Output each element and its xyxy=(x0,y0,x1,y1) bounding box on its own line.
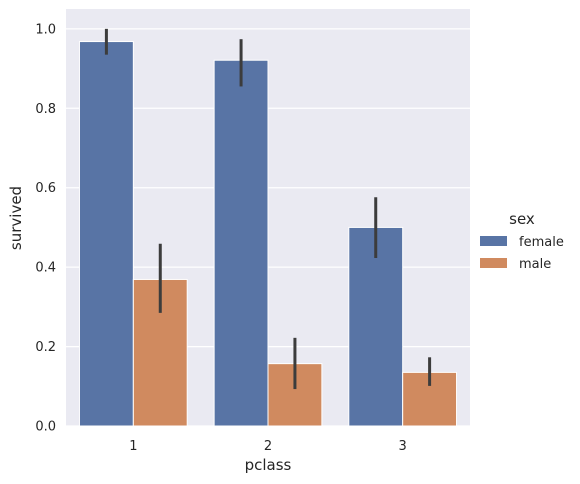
bar-female-pclass-1 xyxy=(78,41,134,427)
bar-female-pclass-2 xyxy=(213,59,269,427)
bars xyxy=(78,41,458,427)
x-tick-label: 3 xyxy=(399,439,407,454)
legend-swatch-female xyxy=(480,236,507,246)
legend: sex female male xyxy=(480,210,564,272)
legend-title: sex xyxy=(509,210,535,228)
x-tick-label: 2 xyxy=(264,439,272,454)
error-bars xyxy=(104,28,432,390)
y-tick-label: 0.6 xyxy=(35,181,56,196)
y-tick-label: 0.0 xyxy=(35,420,56,435)
x-tick-labels: 1 2 3 xyxy=(129,439,407,454)
legend-swatch-male xyxy=(480,258,507,268)
bar-female-pclass-3 xyxy=(348,226,404,427)
y-tick-label: 0.2 xyxy=(35,340,56,355)
legend-label-male: male xyxy=(519,257,551,272)
y-tick-label: 1.0 xyxy=(35,22,56,37)
y-axis-label: survived xyxy=(7,186,25,250)
x-axis-label: pclass xyxy=(245,456,292,474)
x-tick-label: 1 xyxy=(129,439,137,454)
y-tick-label: 0.4 xyxy=(35,261,56,276)
y-tick-labels: 0.0 0.2 0.4 0.6 0.8 1.0 xyxy=(35,22,56,434)
legend-label-female: female xyxy=(519,235,564,250)
y-tick-label: 0.8 xyxy=(35,102,56,117)
